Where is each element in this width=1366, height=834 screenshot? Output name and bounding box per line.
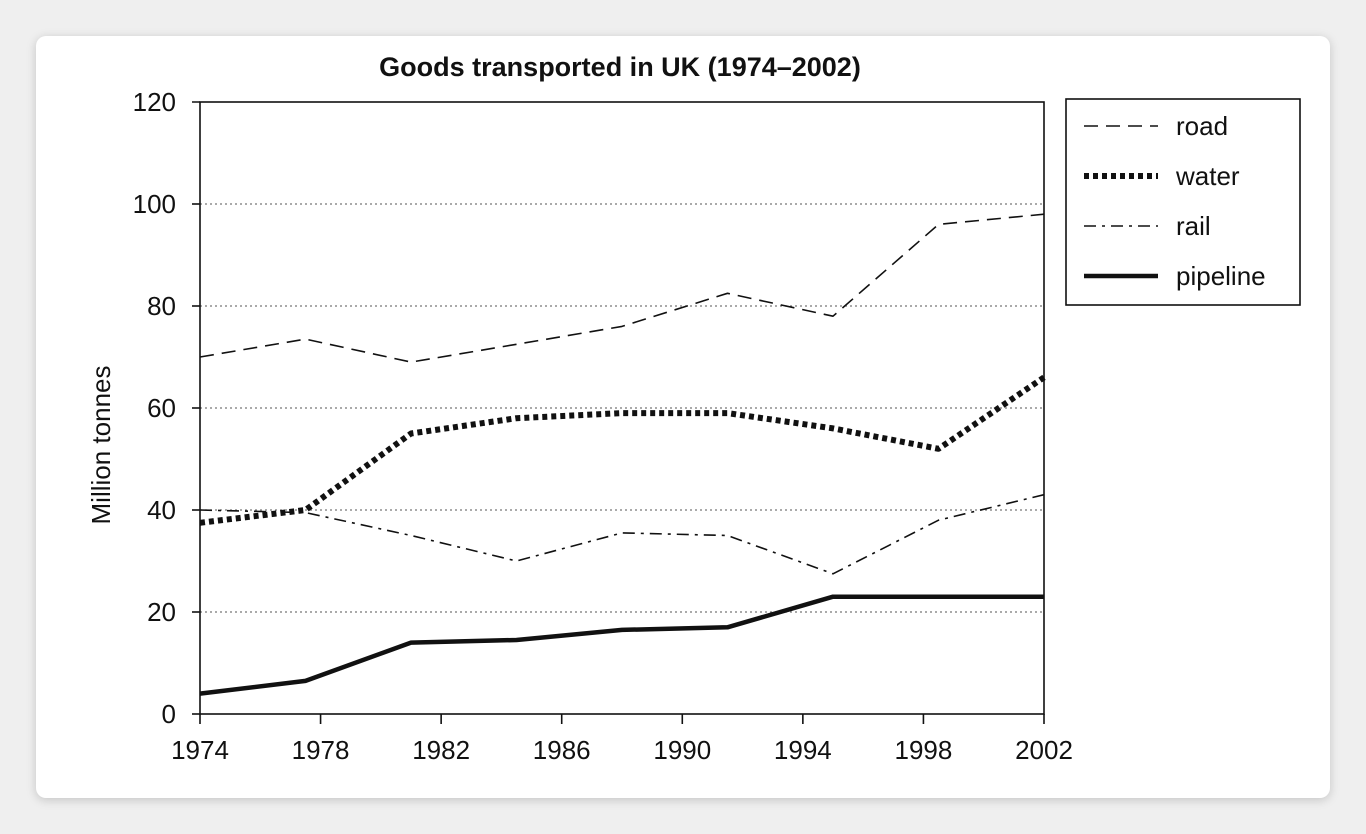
x-tick-label: 1998	[895, 735, 953, 765]
legend-label-pipeline: pipeline	[1176, 261, 1266, 291]
y-tick-label: 20	[147, 597, 176, 627]
series-line-water	[199, 374, 1046, 526]
y-tick-label: 40	[147, 495, 176, 525]
x-tick-label: 1974	[171, 735, 229, 765]
y-tick-label: 120	[133, 87, 176, 117]
axes: 0 20 40 60 80 100 120 1974 1978 1982 1986 1990 1994 1…	[133, 87, 1073, 765]
x-tick-label: 1978	[292, 735, 350, 765]
x-tick-label: 1982	[412, 735, 470, 765]
x-tick-label: 2002	[1015, 735, 1073, 765]
gridlines	[200, 203, 1044, 613]
series-line-road	[199, 213, 1045, 363]
x-tick-label: 1994	[774, 735, 832, 765]
chart-title: Goods transported in UK (1974–2002)	[379, 52, 861, 82]
legend-label-rail: rail	[1176, 211, 1211, 241]
series-line-pipeline	[199, 594, 1044, 696]
chart-card: Goods transported in UK (1974–2002) Mill…	[36, 36, 1330, 798]
legend-label-water: water	[1175, 161, 1240, 191]
x-tick-label: 1986	[533, 735, 591, 765]
y-tick-label: 0	[162, 699, 176, 729]
y-tick-label: 100	[133, 189, 176, 219]
series-lines	[199, 213, 1046, 696]
line-chart: Goods transported in UK (1974–2002) Mill…	[86, 52, 1301, 765]
legend-label-road: road	[1176, 111, 1228, 141]
legend: road water rail pipeline	[1065, 98, 1301, 306]
y-axis-label: Million tonnes	[86, 366, 116, 525]
x-tick-label: 1990	[653, 735, 711, 765]
y-tick-label: 60	[147, 393, 176, 423]
series-line-rail	[199, 493, 1045, 575]
y-tick-label: 80	[147, 291, 176, 321]
legend-box	[1065, 98, 1301, 306]
